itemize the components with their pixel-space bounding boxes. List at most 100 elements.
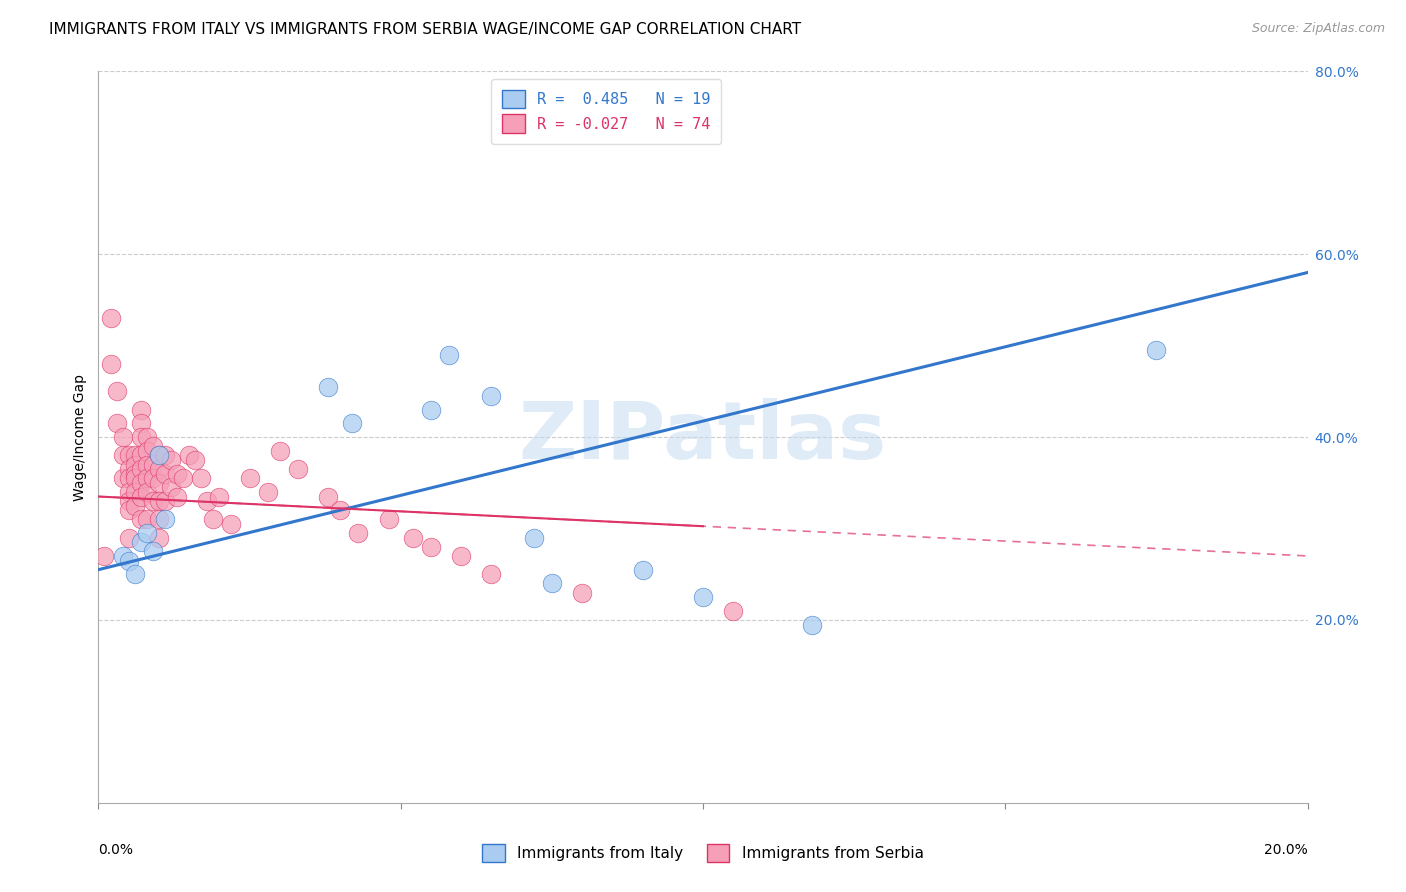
Point — [118, 462, 141, 476]
Point — [571, 585, 593, 599]
Point — [239, 471, 262, 485]
Point — [135, 430, 157, 444]
Point — [347, 526, 370, 541]
Point — [93, 549, 115, 563]
Point — [129, 535, 152, 549]
Point — [195, 494, 218, 508]
Point — [402, 531, 425, 545]
Point — [148, 475, 170, 490]
Point — [481, 567, 503, 582]
Point — [256, 485, 278, 500]
Point — [148, 494, 170, 508]
Point — [135, 526, 157, 541]
Point — [179, 448, 201, 462]
Point — [135, 458, 157, 472]
Point — [450, 549, 472, 563]
Point — [111, 471, 134, 485]
Point — [105, 384, 128, 399]
Point — [124, 499, 146, 513]
Point — [142, 439, 165, 453]
Point — [481, 389, 503, 403]
Point — [316, 380, 339, 394]
Point — [184, 453, 207, 467]
Point — [135, 512, 157, 526]
Point — [118, 471, 141, 485]
Point — [111, 549, 134, 563]
Point — [342, 417, 364, 431]
Point — [124, 567, 146, 582]
Point — [129, 512, 152, 526]
Point — [160, 453, 183, 467]
Point — [118, 448, 141, 462]
Point — [129, 430, 152, 444]
Point — [221, 516, 243, 531]
Point — [135, 485, 157, 500]
Legend: Immigrants from Italy, Immigrants from Serbia: Immigrants from Italy, Immigrants from S… — [477, 838, 929, 868]
Point — [142, 458, 165, 472]
Point — [124, 485, 146, 500]
Point — [420, 540, 443, 554]
Point — [208, 490, 231, 504]
Point — [166, 490, 188, 504]
Point — [118, 503, 141, 517]
Point — [129, 475, 152, 490]
Point — [124, 467, 146, 481]
Point — [135, 471, 157, 485]
Point — [723, 604, 745, 618]
Point — [269, 443, 291, 458]
Point — [172, 471, 194, 485]
Point — [124, 448, 146, 462]
Point — [118, 485, 141, 500]
Point — [166, 467, 188, 481]
Text: ZIPatlas: ZIPatlas — [519, 398, 887, 476]
Point — [129, 448, 152, 462]
Text: IMMIGRANTS FROM ITALY VS IMMIGRANTS FROM SERBIA WAGE/INCOME GAP CORRELATION CHAR: IMMIGRANTS FROM ITALY VS IMMIGRANTS FROM… — [49, 22, 801, 37]
Point — [129, 402, 152, 417]
Point — [420, 402, 443, 417]
Point — [1144, 343, 1167, 358]
Point — [153, 467, 176, 481]
Point — [124, 458, 146, 472]
Point — [105, 417, 128, 431]
Point — [190, 471, 212, 485]
Point — [111, 430, 134, 444]
Point — [692, 590, 714, 604]
Point — [316, 490, 339, 504]
Point — [100, 357, 122, 371]
Point — [118, 531, 141, 545]
Point — [148, 512, 170, 526]
Point — [142, 471, 165, 485]
Point — [437, 348, 460, 362]
Point — [377, 512, 399, 526]
Point — [148, 462, 170, 476]
Point — [142, 494, 165, 508]
Point — [111, 448, 134, 462]
Point — [148, 448, 170, 462]
Point — [631, 563, 654, 577]
Point — [135, 443, 157, 458]
Text: 0.0%: 0.0% — [98, 843, 134, 857]
Point — [329, 503, 352, 517]
Point — [160, 480, 183, 494]
Point — [148, 531, 170, 545]
Text: 20.0%: 20.0% — [1264, 843, 1308, 857]
Point — [129, 462, 152, 476]
Point — [142, 544, 165, 558]
Point — [800, 617, 823, 632]
Point — [540, 576, 562, 591]
Point — [153, 494, 176, 508]
Point — [124, 471, 146, 485]
Point — [523, 531, 546, 545]
Point — [129, 417, 152, 431]
Point — [153, 448, 176, 462]
Y-axis label: Wage/Income Gap: Wage/Income Gap — [73, 374, 87, 500]
Point — [129, 490, 152, 504]
Point — [100, 311, 122, 326]
Point — [153, 512, 176, 526]
Point — [118, 553, 141, 567]
Point — [202, 512, 225, 526]
Point — [287, 462, 309, 476]
Point — [118, 494, 141, 508]
Point — [148, 448, 170, 462]
Text: Source: ZipAtlas.com: Source: ZipAtlas.com — [1251, 22, 1385, 36]
